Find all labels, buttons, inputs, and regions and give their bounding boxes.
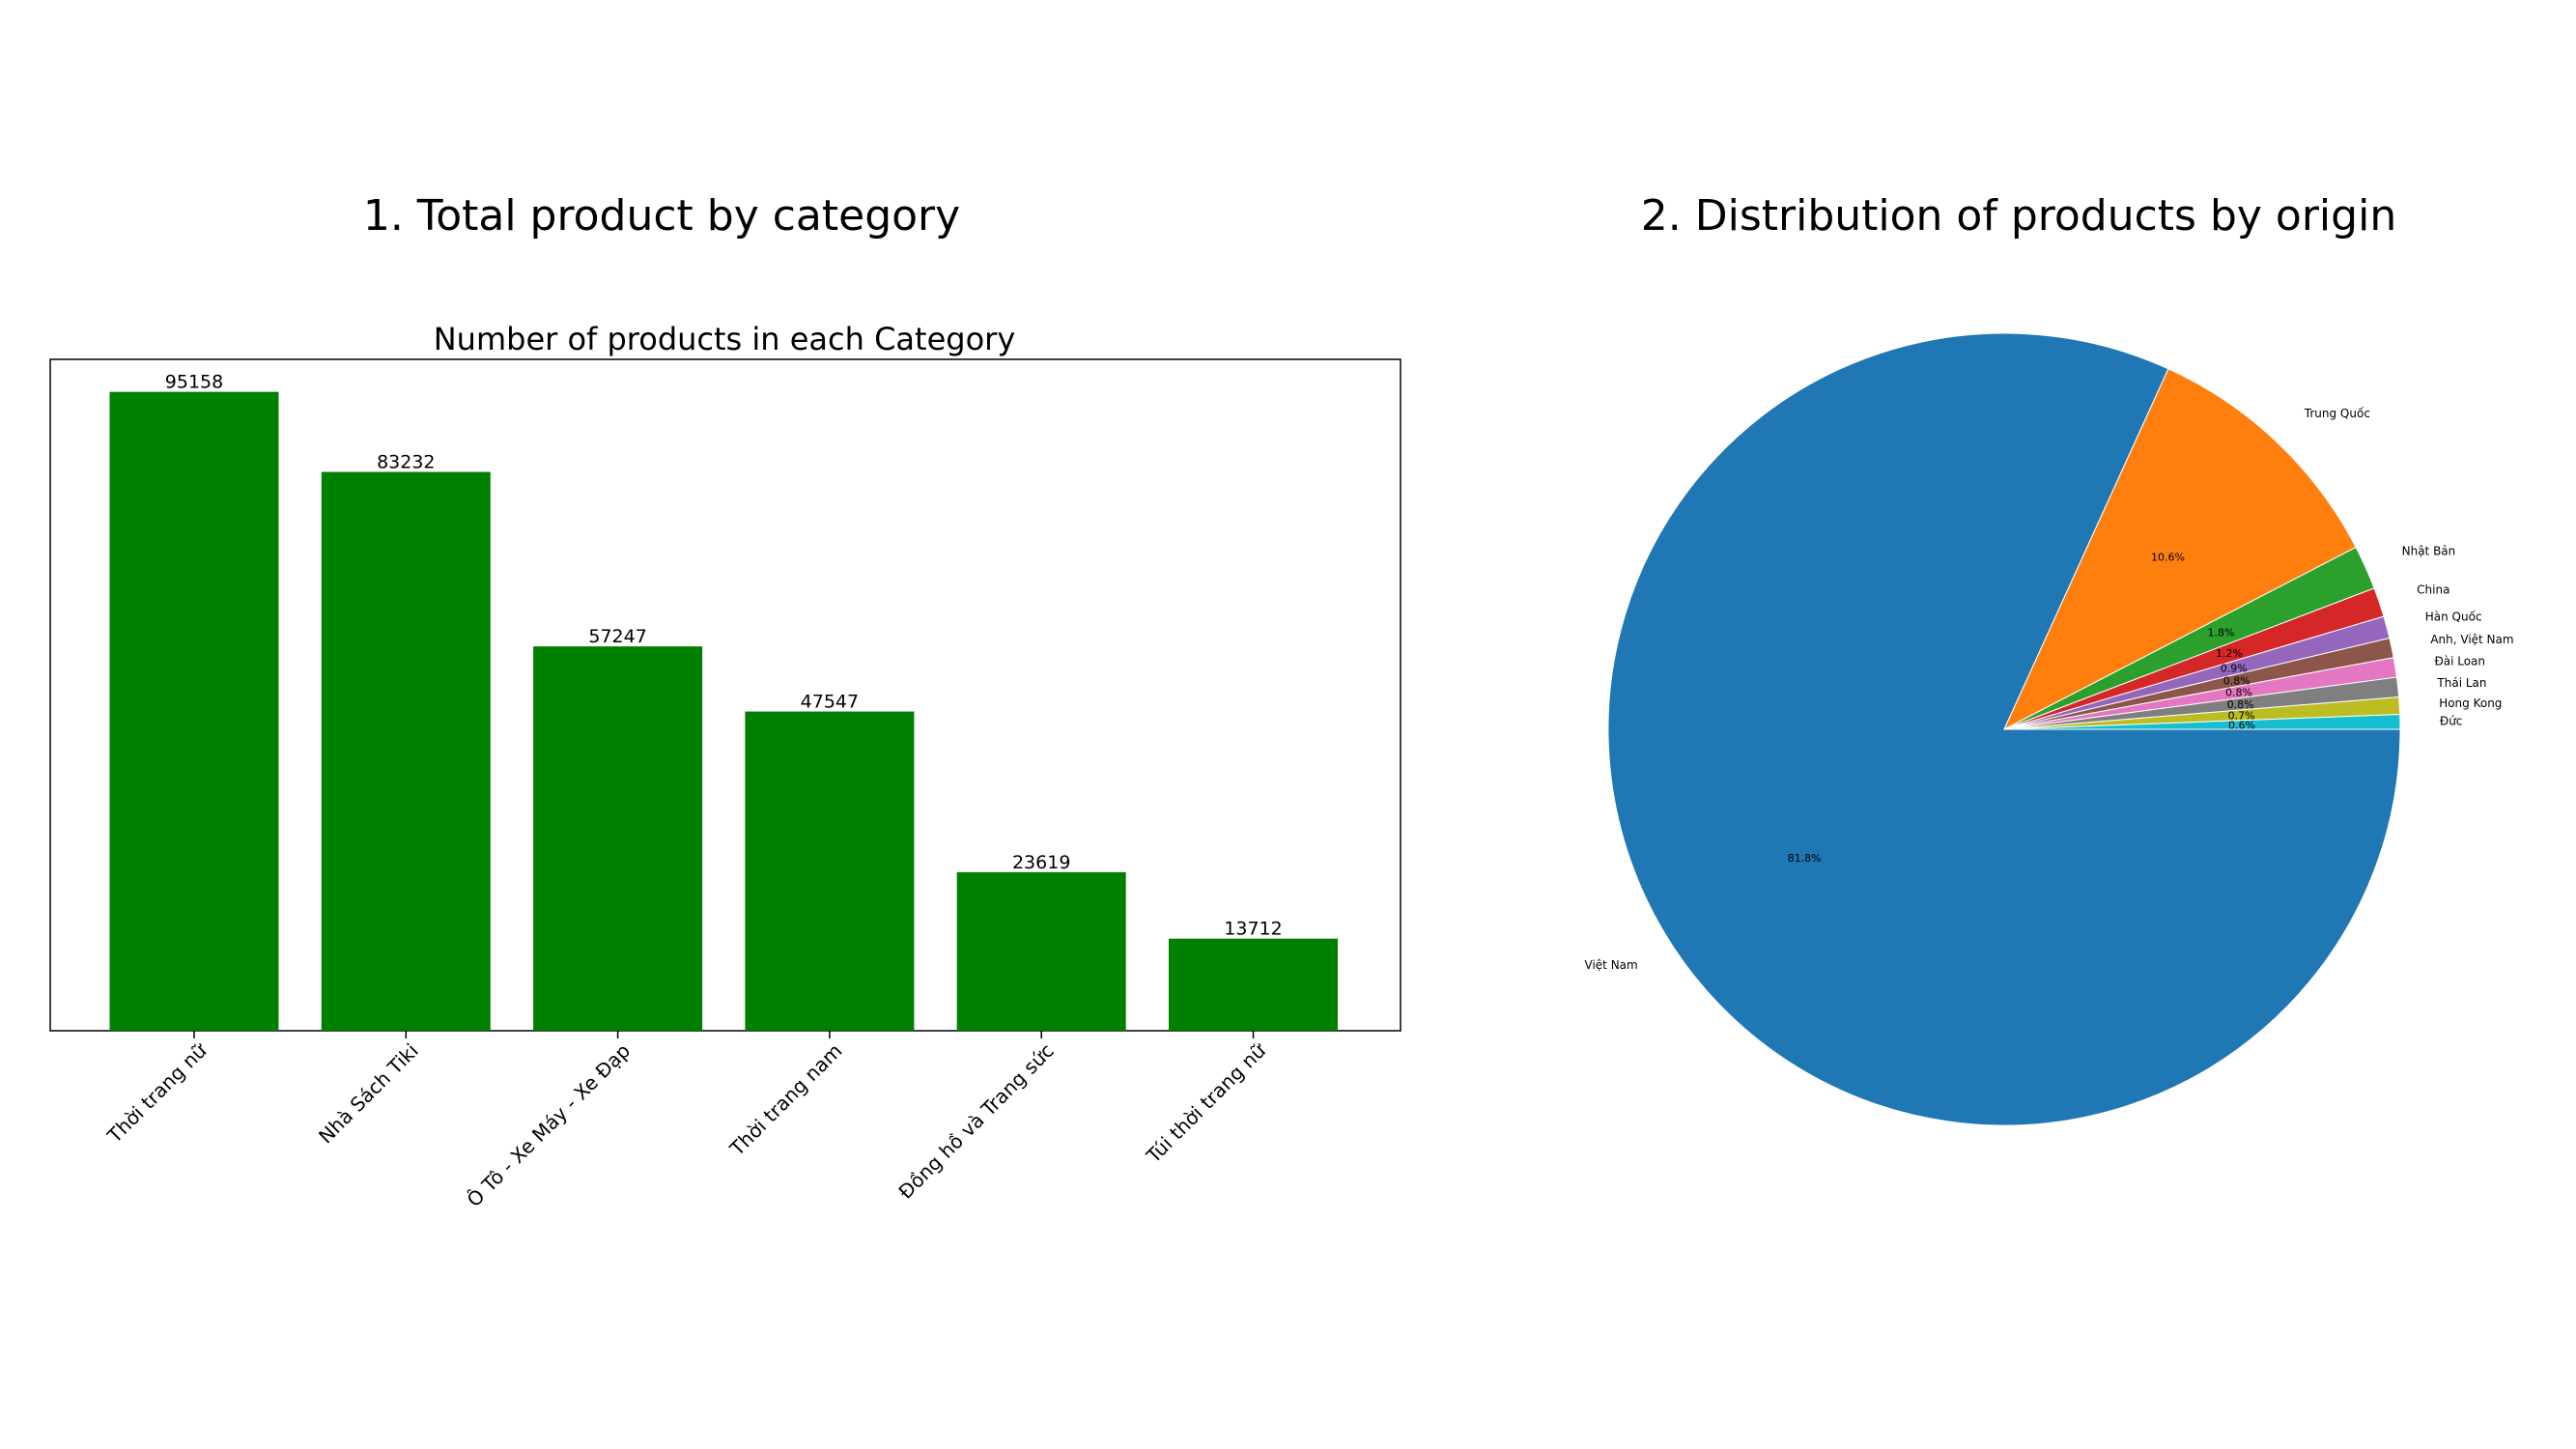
- pie-percent-label-6: 0.8%: [2225, 687, 2252, 699]
- pie-category-label-4: Hàn Quốc: [2425, 611, 2482, 624]
- pie-slice-1: [2002, 368, 2357, 731]
- pie-category-label-7: Thái Lan: [2436, 676, 2486, 690]
- bar-1: [321, 471, 491, 1031]
- bar-x-axis-ticks: Thời trang nữ Nhà Sách Tiki Ô Tô - Xe Máy …: [102, 1031, 1271, 1211]
- pie-category-label-6: Đài Loan: [2434, 654, 2485, 668]
- bar-5: [1169, 938, 1338, 1031]
- bar-value-label-5: 13712: [1224, 919, 1282, 940]
- pie-category-label-0: Việt Nam: [1585, 958, 1638, 972]
- bar-value-label-1: 83232: [377, 452, 435, 473]
- bar-plot-frame: [49, 358, 1401, 1032]
- pie-percent-label-4: 0.9%: [2221, 663, 2248, 675]
- bar-value-labels: 95158 83232 57247 47547 23619 13712: [165, 372, 1283, 940]
- bar-3: [745, 711, 915, 1031]
- pie-category-label-1: Trung Quốc: [2304, 407, 2370, 420]
- bar-chart: Number of products in each Category 9515…: [49, 321, 1401, 1211]
- pie-chart: 81.8%10.6%1.8%1.2%0.9%0.8%0.8%0.8%0.7%0.…: [1585, 332, 2514, 1126]
- bar-value-label-2: 57247: [588, 626, 646, 647]
- pie-percent-label-3: 1.2%: [2216, 647, 2243, 660]
- bar-0: [109, 391, 279, 1032]
- pie-category-label-8: Hong Kong: [2439, 696, 2502, 710]
- pie-category-label-9: Đức: [2440, 714, 2463, 727]
- x-tick-label-3: Thời trang nam: [724, 1039, 846, 1161]
- left-section-heading: 1. Total product by category: [362, 191, 961, 241]
- bar-value-label-3: 47547: [801, 692, 859, 713]
- pie-category-labels: Việt Nam Trung Quốc Nhật Bản China Hàn Quốc A…: [1585, 407, 2514, 972]
- pie-category-label-5: Anh, Việt Nam: [2430, 633, 2513, 646]
- x-tick-label-4: Đồng hồ và Trang sức: [893, 1039, 1058, 1204]
- pie-category-label-3: China: [2417, 582, 2449, 596]
- x-tick-label-0: Thời trang nữ: [102, 1038, 212, 1149]
- pie-percent-label-2: 1.8%: [2208, 626, 2235, 639]
- bar-value-label-0: 95158: [165, 372, 223, 393]
- pie-percent-label-9: 0.6%: [2228, 719, 2255, 731]
- bar-series: [109, 391, 1338, 1032]
- bar-2: [533, 646, 703, 1031]
- pie-percent-label-5: 0.8%: [2223, 674, 2250, 687]
- bar-chart-title: Number of products in each Category: [434, 321, 1016, 357]
- bar-4: [956, 871, 1126, 1031]
- pie-percent-label-1: 10.6%: [2151, 552, 2185, 564]
- pie-slice-9: [2003, 714, 2401, 730]
- pie-percent-labels: 81.8%10.6%1.8%1.2%0.9%0.8%0.8%0.8%0.7%0.…: [1788, 552, 2255, 865]
- pie-percent-label-7: 0.8%: [2227, 698, 2254, 711]
- right-section-heading: 2. Distribution of products by origin: [1640, 191, 2397, 241]
- x-tick-label-5: Túi thời trang nữ: [1142, 1038, 1271, 1168]
- x-tick-label-2: Ô Tô - Xe Máy - Xe Đạp: [463, 1039, 636, 1212]
- bar-value-label-4: 23619: [1012, 852, 1070, 873]
- pie-slices: [1607, 332, 2401, 1126]
- pie-category-label-2: Nhật Bản: [2402, 545, 2456, 558]
- pie-percent-label-8: 0.7%: [2228, 709, 2255, 722]
- pie-percent-label-0: 81.8%: [1788, 852, 1822, 865]
- x-tick-label-1: Nhà Sách Tiki: [314, 1039, 423, 1149]
